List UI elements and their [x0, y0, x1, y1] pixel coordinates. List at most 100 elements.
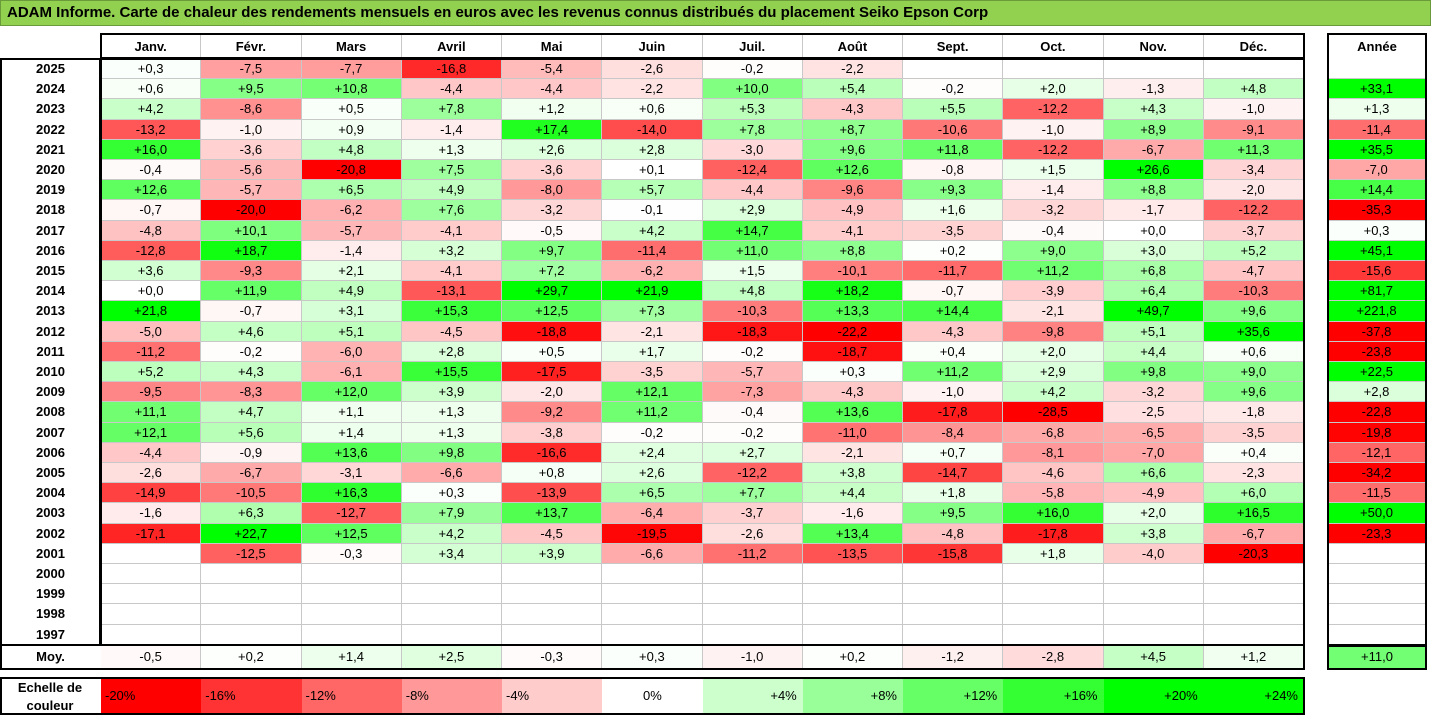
- annual-header: Année: [1357, 39, 1397, 54]
- heatmap-cell: +8,7: [802, 119, 903, 140]
- heatmap-cell: [101, 564, 202, 585]
- heatmap-cell: -0,3: [301, 543, 402, 564]
- heatmap-cell: -2,6: [101, 463, 202, 484]
- heatmap-cell: +0,2: [903, 240, 1004, 261]
- year-label: 1999: [36, 586, 65, 602]
- annual-cell: +1,3: [1328, 99, 1426, 120]
- heatmap-cell: +4,8: [1203, 79, 1304, 100]
- heatmap-cell: -1,6: [802, 503, 903, 524]
- heatmap-cell: -6,7: [201, 463, 302, 484]
- heatmap-cell: +16,5: [1203, 503, 1304, 524]
- heatmap-cell: [1103, 604, 1204, 625]
- year-label: 2015: [36, 263, 65, 278]
- heatmap-cell: +4,7: [201, 402, 302, 423]
- heatmap-cell: -4,5: [502, 523, 603, 544]
- average-cell: -1,2: [903, 645, 1004, 669]
- heatmap-cell: [201, 564, 302, 585]
- heatmap-cell: -1,7: [1103, 200, 1204, 221]
- heatmap-cell: +2,7: [702, 442, 803, 463]
- heatmap-cell: -1,0: [903, 382, 1004, 403]
- heatmap-cell: -0,2: [702, 422, 803, 443]
- year-label: 2003: [36, 505, 65, 521]
- month-header: Déc.: [1203, 34, 1304, 59]
- heatmap-cell: -2,1: [802, 442, 903, 463]
- heatmap-cell: +13,6: [301, 442, 402, 463]
- heatmap-cell: [802, 584, 903, 605]
- heatmap-cell: [502, 624, 603, 645]
- heatmap-cell: -13,2: [101, 119, 202, 140]
- heatmap-cell: -0,4: [702, 402, 803, 423]
- average-cell: -2,8: [1003, 645, 1104, 669]
- annual-cell: +33,1: [1328, 79, 1426, 100]
- heatmap-cell: +5,7: [602, 180, 703, 201]
- heatmap-cell: -0,1: [602, 200, 703, 221]
- heatmap-cell: +1,3: [401, 139, 502, 160]
- heatmap-cell: +0,1: [602, 160, 703, 181]
- heatmap-cell: -14,9: [101, 483, 202, 504]
- heatmap-cell: -3,7: [1203, 220, 1304, 241]
- heatmap-cell: [702, 564, 803, 585]
- heatmap-cell: +5,3: [702, 99, 803, 120]
- year-label: 2007: [36, 424, 65, 440]
- heatmap-cell: -10,3: [1203, 281, 1304, 302]
- heatmap-cell: +9,6: [1203, 301, 1304, 322]
- annual-cell: +221,8: [1328, 301, 1426, 322]
- heatmap-cell: -4,5: [401, 321, 502, 342]
- annual-cell: +2,8: [1328, 382, 1426, 403]
- year-label: 2008: [36, 404, 65, 420]
- heatmap-cell: -3,5: [903, 220, 1004, 241]
- heatmap-cell: -0,4: [1003, 220, 1104, 241]
- month-header: Mars: [301, 34, 402, 59]
- heatmap-cell: +6,5: [602, 483, 703, 504]
- heatmap-cell: -3,6: [502, 160, 603, 181]
- heatmap-cell: -3,2: [1103, 382, 1204, 403]
- heatmap-cell: -3,5: [602, 362, 703, 383]
- annual-cell: -22,8: [1328, 402, 1426, 423]
- heatmap-cell: +2,9: [702, 200, 803, 221]
- heatmap-cell: +2,0: [1103, 503, 1204, 524]
- year-label: 2016: [36, 242, 65, 258]
- annual-cell: -23,8: [1328, 341, 1426, 362]
- heatmap-cell: +1,5: [1003, 160, 1104, 181]
- heatmap-cell: -3,1: [301, 463, 402, 484]
- heatmap-cell: -11,2: [702, 543, 803, 564]
- heatmap-cell: -14,0: [602, 119, 703, 140]
- heatmap-cell: [1003, 59, 1104, 80]
- heatmap-cell: -18,3: [702, 321, 803, 342]
- heatmap-cell: +3,1: [301, 301, 402, 322]
- heatmap-cell: +2,8: [602, 139, 703, 160]
- heatmap-cell: -2,2: [802, 59, 903, 80]
- annual-cell: [1328, 543, 1426, 564]
- heatmap-cell: -4,4: [702, 180, 803, 201]
- heatmap-cell: +11,2: [602, 402, 703, 423]
- annual-cell: +35,5: [1328, 139, 1426, 160]
- heatmap-cell: -1,4: [1003, 180, 1104, 201]
- heatmap-cell: -0,7: [903, 281, 1004, 302]
- heatmap-cell: -12,8: [101, 240, 202, 261]
- heatmap-cell: +2,4: [602, 442, 703, 463]
- heatmap-cell: -3,2: [1003, 200, 1104, 221]
- heatmap-cell: -3,4: [1203, 160, 1304, 181]
- month-header: Sept.: [903, 34, 1004, 59]
- heatmap-cell: +9,8: [401, 442, 502, 463]
- heatmap-cell: -5,7: [201, 180, 302, 201]
- annual-cell: [1328, 564, 1426, 585]
- heatmap-cell: +4,8: [702, 281, 803, 302]
- heatmap-cell: -19,5: [602, 523, 703, 544]
- heatmap-cell: -11,2: [101, 341, 202, 362]
- heatmap-cell: -0,2: [702, 59, 803, 80]
- heatmap-cell: -0,9: [201, 442, 302, 463]
- heatmap-cell: -12,2: [1003, 139, 1104, 160]
- heatmap-cell: [301, 584, 402, 605]
- heatmap-cell: +4,4: [1103, 341, 1204, 362]
- color-scale-label: Echelle de couleur: [17, 680, 83, 713]
- heatmap-cell: +6,3: [201, 503, 302, 524]
- heatmap-cell: -9,2: [502, 402, 603, 423]
- heatmap-cell: -4,9: [1103, 483, 1204, 504]
- annual-cell: -19,8: [1328, 422, 1426, 443]
- heatmap-cell: +4,9: [301, 281, 402, 302]
- heatmap-cell: [802, 624, 903, 645]
- heatmap-cell: +9,7: [502, 240, 603, 261]
- heatmap-cell: +11,0: [702, 240, 803, 261]
- heatmap-cell: +1,5: [702, 261, 803, 282]
